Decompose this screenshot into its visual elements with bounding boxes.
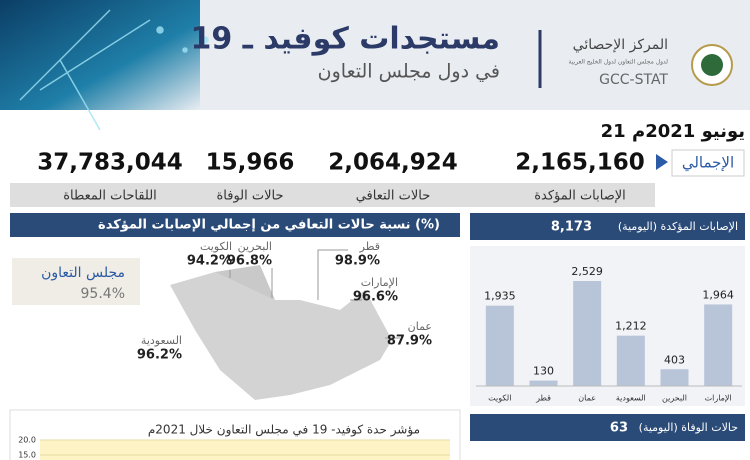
y-tick-label: 15.0	[18, 451, 36, 460]
bar-label: 1,964	[702, 288, 734, 301]
x-tick-label: الكويت	[488, 394, 511, 403]
totals-label-bar	[10, 183, 655, 207]
bar	[529, 380, 558, 386]
gcc-value: 95.4%	[81, 286, 125, 302]
country-value: 96.6%	[353, 290, 398, 305]
total-value: 2,165,160	[515, 150, 645, 176]
country-name: الكويت	[200, 240, 232, 253]
country-labels: الكويت94.2%البحرين96.8%قطر98.9%الإمارات9…	[137, 240, 432, 363]
x-tick-label: قطر	[535, 394, 551, 403]
totals: 2,165,160 الإصابات المؤكدة 2,064,924 حالات …	[37, 150, 645, 204]
chart-total: 8,173	[551, 220, 592, 235]
chart-title: الإصابات المؤكدة (اليومية)	[618, 220, 738, 233]
bar	[616, 335, 645, 386]
deaths-total: 63	[610, 421, 628, 436]
country-name: الإمارات	[361, 276, 398, 289]
severity-band	[40, 440, 450, 460]
y-tick-label: 20.0	[18, 436, 36, 445]
org-logo-inner	[701, 54, 723, 76]
country-value: 96.8%	[227, 254, 272, 269]
header-subtitle: في دول مجلس التعاون	[318, 61, 500, 83]
recovery-title: نسبة حالات التعافي من إجمالي الإصابات ال…	[98, 218, 440, 233]
bar-label: 1,935	[484, 290, 516, 303]
header-image	[0, 0, 200, 110]
chart-header	[470, 213, 745, 240]
bar-label: 403	[664, 353, 685, 366]
country-value: 87.9%	[387, 334, 432, 349]
total-label: اللقاحات المعطاة	[63, 189, 157, 204]
total-value: 2,064,924	[328, 150, 458, 176]
country-name: السعودية	[141, 334, 182, 347]
date: 21 يونيو 2021م	[601, 121, 745, 142]
total-label: حالات الوفاة	[216, 189, 283, 204]
bar-label: 1,212	[615, 320, 647, 333]
org-name: المركز الإحصائي	[573, 37, 668, 53]
x-tick-label: البحرين	[662, 394, 687, 403]
country-value: 94.2%	[187, 254, 232, 269]
bars: 1,964 الإمارات 403 البحرين 1,212 السعودية 2,52…	[476, 265, 742, 404]
country-value: 98.9%	[335, 254, 380, 269]
total-value: 15,966	[206, 150, 295, 176]
bar	[660, 369, 689, 386]
total-label: حالات التعافي	[356, 189, 431, 204]
map-shape	[170, 272, 392, 400]
deaths-header	[470, 414, 745, 441]
bar	[485, 305, 514, 386]
gcc-name: مجلس التعاون	[41, 265, 125, 281]
totals-label-box	[671, 149, 745, 177]
totals-label: الإجمالي	[682, 154, 734, 173]
total-label: الإصابات المؤكدة	[534, 189, 626, 204]
country-name: عمان	[408, 320, 432, 333]
country-name: قطر	[359, 240, 380, 253]
header-title: مستجدات كوفيد ـ 19	[190, 22, 500, 57]
chart-bg	[470, 246, 745, 406]
bar-label: 2,529	[571, 265, 603, 278]
country-value: 96.2%	[137, 348, 182, 363]
total-value: 37,783,044	[37, 150, 183, 176]
totals-arrow	[656, 154, 668, 170]
org-subname: لدول مجلس التعاون لدول الخليج العربية	[569, 59, 669, 66]
header-decoration	[19, 9, 209, 131]
country-name: البحرين	[238, 240, 272, 253]
map-leaders	[229, 249, 400, 339]
bar	[573, 281, 602, 386]
org-code: GCC-STAT	[599, 72, 668, 88]
deaths-title: حالات الوفاة (اليومية)	[639, 421, 738, 434]
bar-label: 130	[533, 365, 554, 378]
gcc-box	[12, 258, 140, 305]
x-tick-label: السعودية	[616, 394, 646, 403]
bar	[704, 304, 733, 386]
x-tick-label: الإمارات	[705, 394, 732, 404]
x-tick-label: عمان	[578, 394, 596, 403]
severity-axis: 20.0 15.0	[18, 436, 450, 460]
severity-title: مؤشر حدة كوفيد- 19 في مجلس التعاون خلال …	[148, 423, 420, 438]
recovery-header	[10, 213, 460, 237]
